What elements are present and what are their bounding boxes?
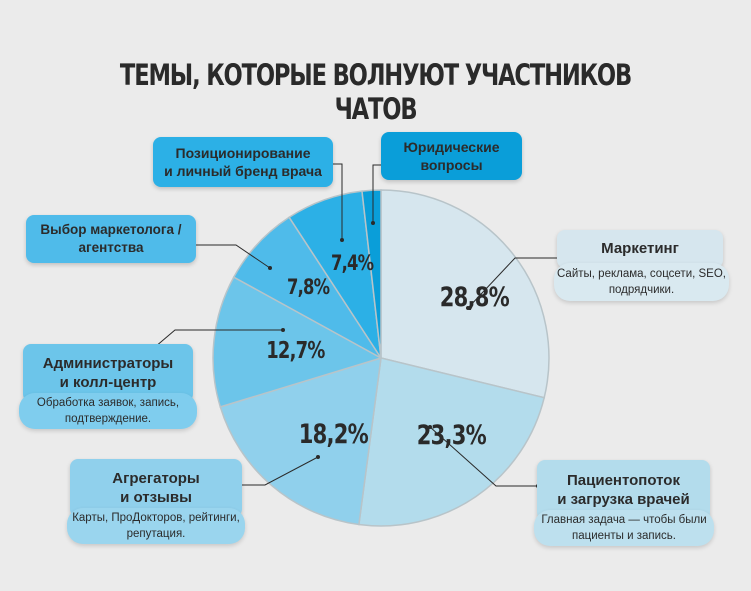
pie-slice-admins <box>212 276 383 408</box>
pct-aggregators: 18,2% <box>298 419 369 450</box>
pie-slice-aggregators <box>219 356 382 526</box>
callout-admins-desc: Обработка заявок, запись, подтверждение. <box>19 393 197 429</box>
pct-admins: 12,7% <box>266 338 325 364</box>
callout-admins: Администраторы и колл-центр <box>23 344 193 402</box>
callout-legal-title-1: Юридические <box>403 138 500 155</box>
pie-slices <box>212 189 550 527</box>
pct-agency: 7,8% <box>286 275 330 299</box>
callout-agency: Выбор маркетолога / агентства <box>26 215 196 263</box>
pct-patients: 23,3% <box>416 420 487 451</box>
callout-branding: Позиционирование и личный бренд врача <box>153 137 333 187</box>
callout-aggregators: Агрегаторы и отзывы <box>70 459 242 517</box>
callout-legal-title-2: вопросы <box>420 157 483 173</box>
callout-admins-title-2: и колл-центр <box>59 374 157 391</box>
pie-slice-legal <box>361 189 382 359</box>
callout-patients-title-1: Пациентопоток <box>567 471 680 489</box>
callout-branding-title-2: и личный бренд врача <box>164 163 322 179</box>
pct-branding: 7,4% <box>330 251 374 275</box>
callout-admins-title-1: Администраторы <box>42 354 174 372</box>
callout-aggregators-title-2: и отзывы <box>120 489 192 506</box>
callout-marketing-desc: Сайты, реклама, соцсети, SEO, подрядчики… <box>554 263 729 301</box>
pie-slice-marketing <box>380 189 550 399</box>
callout-branding-title-1: Позиционирование <box>175 144 311 161</box>
callout-aggregators-title-1: Агрегаторы <box>112 469 200 487</box>
callout-patients-title-2: и загрузка врачей <box>557 491 690 508</box>
callout-marketing-title: Маркетинг <box>601 240 679 258</box>
chart-title: ТЕМЫ, КОТОРЫЕ ВОЛНУЮТ УЧАСТНИКОВ ЧАТОВ <box>119 58 632 126</box>
callout-agency-title-1: Выбор маркетолога / <box>40 222 182 238</box>
callout-patients-desc: Главная задача — чтобы были пациенты и з… <box>534 510 714 546</box>
pie-slice-patients <box>358 357 546 527</box>
pct-marketing: 28,8% <box>439 282 510 313</box>
callout-marketing: Маркетинг <box>557 230 723 268</box>
callout-legal: Юридические вопросы <box>381 132 522 180</box>
callout-aggregators-desc: Карты, ПроДокторов, рейтинги, репутация. <box>67 508 245 544</box>
callout-agency-title-2: агентства <box>78 240 144 255</box>
